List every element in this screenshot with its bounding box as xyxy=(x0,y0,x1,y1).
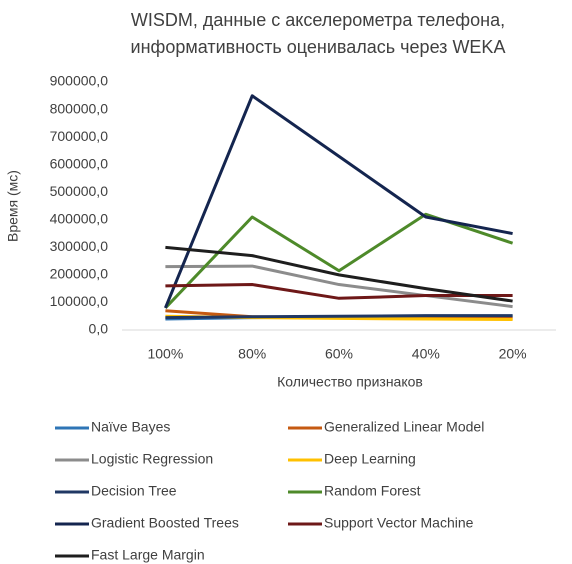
legend-label: Deep Learning xyxy=(324,451,416,467)
line-series xyxy=(165,314,513,320)
legend-label: Gradient Boosted Trees xyxy=(91,515,239,531)
legend-label: Logistic Regression xyxy=(91,451,213,467)
x-tick-label: 40% xyxy=(412,346,440,362)
legend-label: Decision Tree xyxy=(91,483,177,499)
y-tick-label: 800000,0 xyxy=(50,100,109,116)
x-tick-label: 100% xyxy=(147,346,183,362)
legend-label: Fast Large Margin xyxy=(91,547,205,563)
x-tick-label: 80% xyxy=(238,346,266,362)
legend-label: Random Forest xyxy=(324,483,421,499)
y-tick-label: 300000,0 xyxy=(50,238,109,254)
y-axis-label: Время (мс) xyxy=(5,170,21,242)
y-tick-label: 900000,0 xyxy=(50,73,109,89)
legend-label: Naïve Bayes xyxy=(91,419,170,435)
line-series xyxy=(164,94,513,309)
x-tick-label: 60% xyxy=(325,346,353,362)
y-tick-label: 0,0 xyxy=(89,321,109,337)
y-tick-label: 700000,0 xyxy=(50,128,109,144)
line-series xyxy=(165,245,513,303)
y-tick-label: 600000,0 xyxy=(50,155,109,171)
chart-title: WISDM, данные с акселерометра телефона, xyxy=(131,10,505,30)
legend-label: Support Vector Machine xyxy=(324,515,474,531)
y-tick-label: 500000,0 xyxy=(50,183,109,199)
y-tick-label: 400000,0 xyxy=(50,210,109,226)
chart-title: информативность оценивалась через WEKA xyxy=(131,37,506,57)
legend-label: Generalized Linear Model xyxy=(324,419,484,435)
y-tick-label: 200000,0 xyxy=(50,266,109,282)
y-tick-label: 100000,0 xyxy=(50,293,109,309)
x-axis-label: Количество признаков xyxy=(277,374,423,390)
line-series xyxy=(165,264,513,309)
line-series xyxy=(165,283,513,300)
x-tick-label: 20% xyxy=(499,346,527,362)
